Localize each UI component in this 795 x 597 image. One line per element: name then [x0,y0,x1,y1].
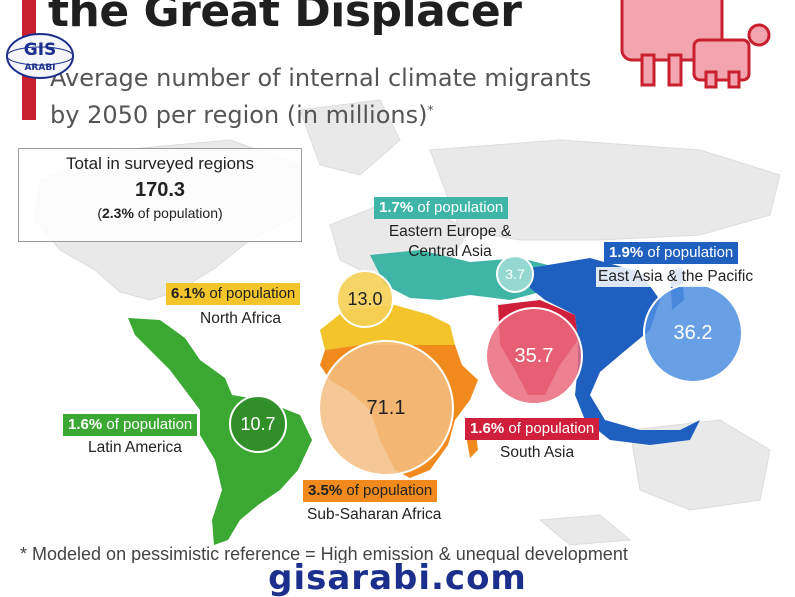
watermark-band [0,563,795,597]
value-east-asia-pacific: 36.2 [673,321,713,344]
subtitle-line2-text: by 2050 per region (in millions) [50,101,428,129]
value-north-africa: 13.0 [347,288,383,309]
footnote: * Modeled on pessimistic reference = Hig… [20,544,628,564]
greenland-landmass [299,99,401,176]
label-east-asia-pacific: East Asia & the Pacific [596,267,756,287]
gis-arabi-logo-icon: GIS ARABI [6,33,74,79]
pill-south-asia: 1.6% of population [465,418,600,440]
pct-suffix-east-asia-pacific: of population [643,244,734,261]
pct-north-africa: 6.1% [171,285,206,302]
migrants-figure-icon [620,0,771,89]
latin-america-shape [128,318,312,545]
russia-landmass [429,139,781,241]
pct-east-asia-pacific: 1.9% [609,244,644,261]
subtitle-footnote-mark: * [427,103,434,117]
bubble-eastern-europe-central-asia: 3.7 [496,255,534,293]
label-eastern-europe-line2: Central Asia [408,243,492,260]
page-title: the Great Displacer [48,0,522,37]
bubble-south-asia: 35.7 [485,307,583,405]
value-south-asia: 35.7 [514,344,554,367]
pct-sub-saharan-africa: 3.5% [308,482,343,499]
pill-east-asia-pacific: 1.9% of population [604,242,739,264]
value-sub-saharan-africa: 71.1 [366,396,406,419]
pct-suffix-sub-saharan-africa: of population [342,482,433,499]
total-pct-open: ( [97,205,102,221]
total-pct: 2.3% [102,205,134,221]
pct-suffix-north-africa: of population [205,285,296,302]
bubble-sub-saharan-africa: 71.1 [318,340,454,476]
pct-eastern-europe-central-asia: 1.7% [379,199,414,216]
bubble-east-asia-pacific: 36.2 [643,283,743,383]
label-eastern-europe-central-asia: Eastern Europe & Central Asia [370,222,530,262]
bubble-latin-america: 10.7 [229,395,287,453]
pill-north-africa: 6.1% of population [166,283,301,305]
watermark-site: gisarabi.com [268,558,527,597]
total-value: 170.3 [134,179,186,201]
value-eastern-europe-central-asia: 3.7 [505,266,525,282]
total-percentage: (2.3% of population) [19,205,301,221]
logo-text-top: GIS [24,40,57,60]
label-eastern-europe-line1: Eastern Europe & [388,223,512,240]
antarctic-edge [538,514,632,546]
pill-sub-saharan-africa: 3.5% of population [303,480,438,502]
value-latin-america: 10.7 [240,413,276,434]
total-label: Total in surveyed regions [65,154,255,173]
total-pct-rest: of population) [133,205,223,221]
pct-south-asia: 1.6% [470,420,505,437]
pct-latin-america: 1.6% [68,416,103,433]
pill-latin-america: 1.6% of population [63,414,198,436]
logo-text-bottom: ARABI [24,63,55,73]
label-sub-saharan-africa: Sub-Saharan Africa [307,506,442,523]
subtitle-line1: Average number of internal climate migra… [50,64,592,92]
total-summary-box: Total in surveyed regions 170.3 (2.3% of… [18,148,302,242]
pct-suffix-latin-america: of population [102,416,193,433]
pill-eastern-europe-central-asia: 1.7% of population [374,197,509,219]
pct-suffix-south-asia: of population [504,420,595,437]
pct-suffix-eastern-europe-central-asia: of population [413,199,504,216]
label-latin-america: Latin America [88,439,182,456]
label-north-africa: North Africa [200,310,281,327]
label-south-asia: South Asia [500,444,575,461]
subtitle: Average number of internal climate migra… [50,62,630,131]
bubble-north-africa: 13.0 [336,270,394,328]
subtitle-line2: by 2050 per region (in millions)* [50,94,630,131]
